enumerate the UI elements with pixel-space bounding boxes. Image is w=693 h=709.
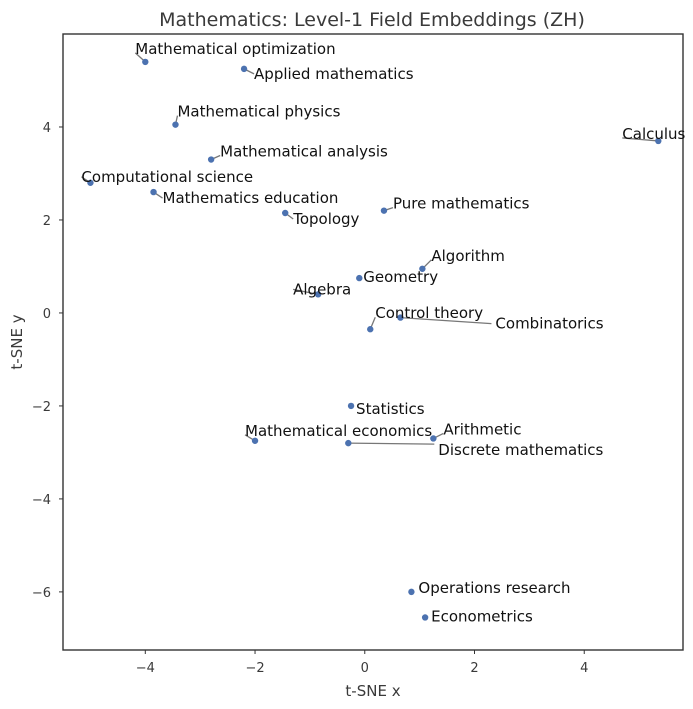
x-axis-ticks: −4 −2 0 2 4 — [136, 650, 588, 676]
point-label-econometrics: Econometrics — [431, 607, 533, 625]
y-axis-label: t-SNE y — [8, 314, 26, 369]
data-point-operations-research — [408, 588, 415, 596]
data-point-mathematics-education — [150, 188, 157, 196]
point-label-operations-research: Operations research — [418, 579, 570, 597]
data-point-control-theory — [367, 326, 374, 333]
point-label-pure-mathematics: Pure mathematics — [393, 195, 530, 213]
point-label-calculus: Calculus — [622, 125, 685, 143]
data-points — [87, 58, 662, 621]
y-tick-label: −6 — [32, 586, 51, 601]
leader-line-combinatorics — [400, 316, 492, 325]
data-point-discrete-mathematics — [345, 439, 352, 447]
point-label-mathematics-education: Mathematics education — [163, 189, 339, 207]
point-label-combinatorics: Combinatorics — [495, 315, 603, 333]
data-point-arithmetic — [430, 435, 437, 442]
point-label-mathematical-optimization: Mathematical optimization — [135, 40, 335, 58]
data-point-topology — [282, 209, 289, 217]
point-label-mathematical-analysis: Mathematical analysis — [220, 143, 388, 161]
data-point-econometrics — [421, 614, 429, 621]
data-point-computational-science — [87, 179, 94, 186]
y-axis-ticks: −6 −4 −2 0 2 4 — [32, 121, 63, 601]
point-label-geometry: Geometry — [363, 268, 438, 286]
x-tick-label: 2 — [470, 661, 478, 676]
data-point-calculus — [655, 137, 662, 145]
x-tick-label: 4 — [580, 661, 588, 676]
point-label-algebra: Algebra — [293, 280, 351, 298]
x-axis-label: t-SNE x — [345, 682, 400, 700]
data-point-mathematical-physics — [172, 121, 179, 128]
point-label-control-theory: Control theory — [375, 304, 483, 322]
y-tick-label: −2 — [32, 400, 51, 415]
point-label-computational-science: Computational science — [81, 168, 253, 186]
x-tick-label: −2 — [245, 661, 264, 676]
point-label-arithmetic: Arithmetic — [443, 420, 521, 438]
data-point-algebra — [314, 291, 322, 298]
data-point-geometry — [356, 274, 363, 282]
chart-title: Mathematics: Level-1 Field Embeddings (Z… — [159, 9, 585, 31]
x-tick-label: −4 — [136, 661, 155, 676]
data-point-algorithm — [419, 265, 426, 272]
point-label-applied-mathematics: Applied mathematics — [254, 65, 414, 83]
y-tick-label: 0 — [43, 307, 51, 322]
data-point-combinatorics — [397, 314, 404, 321]
point-label-mathematical-physics: Mathematical physics — [177, 103, 340, 121]
y-tick-label: −4 — [32, 493, 51, 508]
point-label-discrete-mathematics: Discrete mathematics — [438, 441, 603, 459]
data-point-pure-mathematics — [380, 207, 388, 214]
data-point-mathematical-optimization — [142, 58, 149, 66]
point-label-statistics: Statistics — [356, 400, 425, 418]
x-tick-label: 0 — [361, 661, 369, 676]
point-label-algorithm: Algorithm — [431, 247, 504, 265]
leader-line-algebra — [293, 288, 319, 295]
plot-frame — [62, 33, 684, 651]
leader-line-calculus — [622, 137, 659, 142]
data-point-applied-mathematics — [240, 65, 248, 73]
point-labels: Mathematical optimization Applied mathema… — [81, 40, 685, 626]
data-point-statistics — [347, 402, 355, 410]
data-point-mathematical-analysis — [207, 156, 215, 163]
data-point-mathematical-economics — [251, 437, 259, 444]
y-tick-label: 2 — [43, 214, 51, 229]
point-label-topology: Topology — [292, 210, 359, 228]
point-label-mathematical-economics: Mathematical economics — [245, 422, 432, 440]
y-tick-label: 4 — [43, 121, 51, 136]
leader-line-discrete-mathematics — [348, 442, 435, 445]
